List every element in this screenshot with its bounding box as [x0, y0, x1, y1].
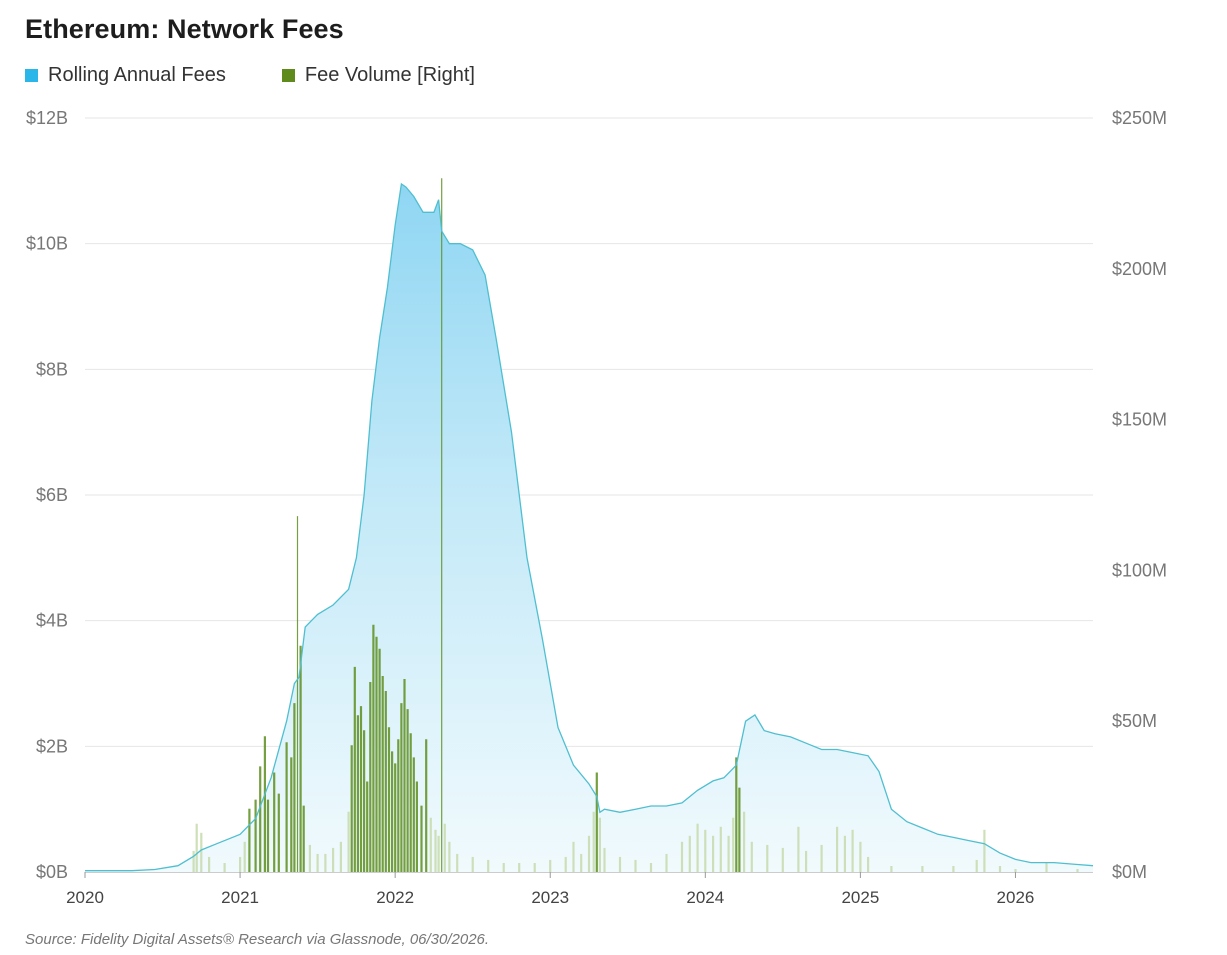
legend-label-rolling: Rolling Annual Fees [48, 64, 226, 86]
y-left-tick-label: $12B [26, 108, 68, 128]
y-left-tick-label: $8B [36, 359, 68, 379]
legend-item-fee-volume: Fee Volume [Right] [281, 64, 475, 87]
y-left-tick-label: $6B [36, 485, 68, 505]
rolling-annual-fees-line [85, 182, 1094, 872]
rolling-annual-fees-fill [85, 184, 1093, 872]
fee-volume-bars [192, 178, 1079, 872]
rolling-annual-fees-area [85, 184, 1093, 872]
legend-item-rolling-annual-fees: Rolling Annual Fees [25, 64, 226, 87]
y-right-tick-label: $200M [1112, 259, 1167, 279]
legend-swatch-rolling [25, 69, 38, 82]
x-tick-label: 2022 [376, 888, 414, 907]
y-right-tick-label: $50M [1112, 711, 1157, 731]
x-tick-label: 2023 [531, 888, 569, 907]
y-axis-right: $0M $50M $100M $150M $200M $250M [1112, 108, 1167, 882]
y-left-tick-label: $2B [36, 736, 68, 756]
y-left-tick-label: $4B [36, 611, 68, 631]
x-tick-label: 2020 [66, 888, 104, 907]
x-tick-label: 2025 [841, 888, 879, 907]
legend-swatch-volume [281, 69, 295, 82]
y-right-tick-label: $100M [1112, 560, 1167, 580]
source-note: Source: Fidelity Digital Assets® Researc… [25, 931, 490, 948]
legend-label-volume: Fee Volume [Right] [304, 64, 475, 86]
rolling-annual-fees-path [85, 182, 1094, 872]
y-right-tick-label: $0M [1112, 862, 1147, 882]
x-tick-label: 2021 [221, 888, 259, 907]
grid-lines [85, 117, 1093, 873]
legend: Rolling Annual Fees Fee Volume [Right] [25, 64, 475, 87]
y-left-tick-label: $0B [36, 862, 68, 882]
y-right-tick-label: $150M [1112, 410, 1167, 430]
chart-title: Ethereum: Network Fees [25, 14, 344, 44]
x-tick-label: 2024 [686, 888, 724, 907]
x-axis: 2020 2021 2022 2023 2024 2025 2026 [66, 872, 1034, 907]
y-right-tick-label: $250M [1112, 108, 1167, 128]
x-tick-label: 2026 [997, 888, 1035, 907]
y-left-tick-label: $10B [26, 234, 68, 254]
y-axis-left: $0B $2B $4B $6B $8B $10B $12B [26, 108, 68, 882]
